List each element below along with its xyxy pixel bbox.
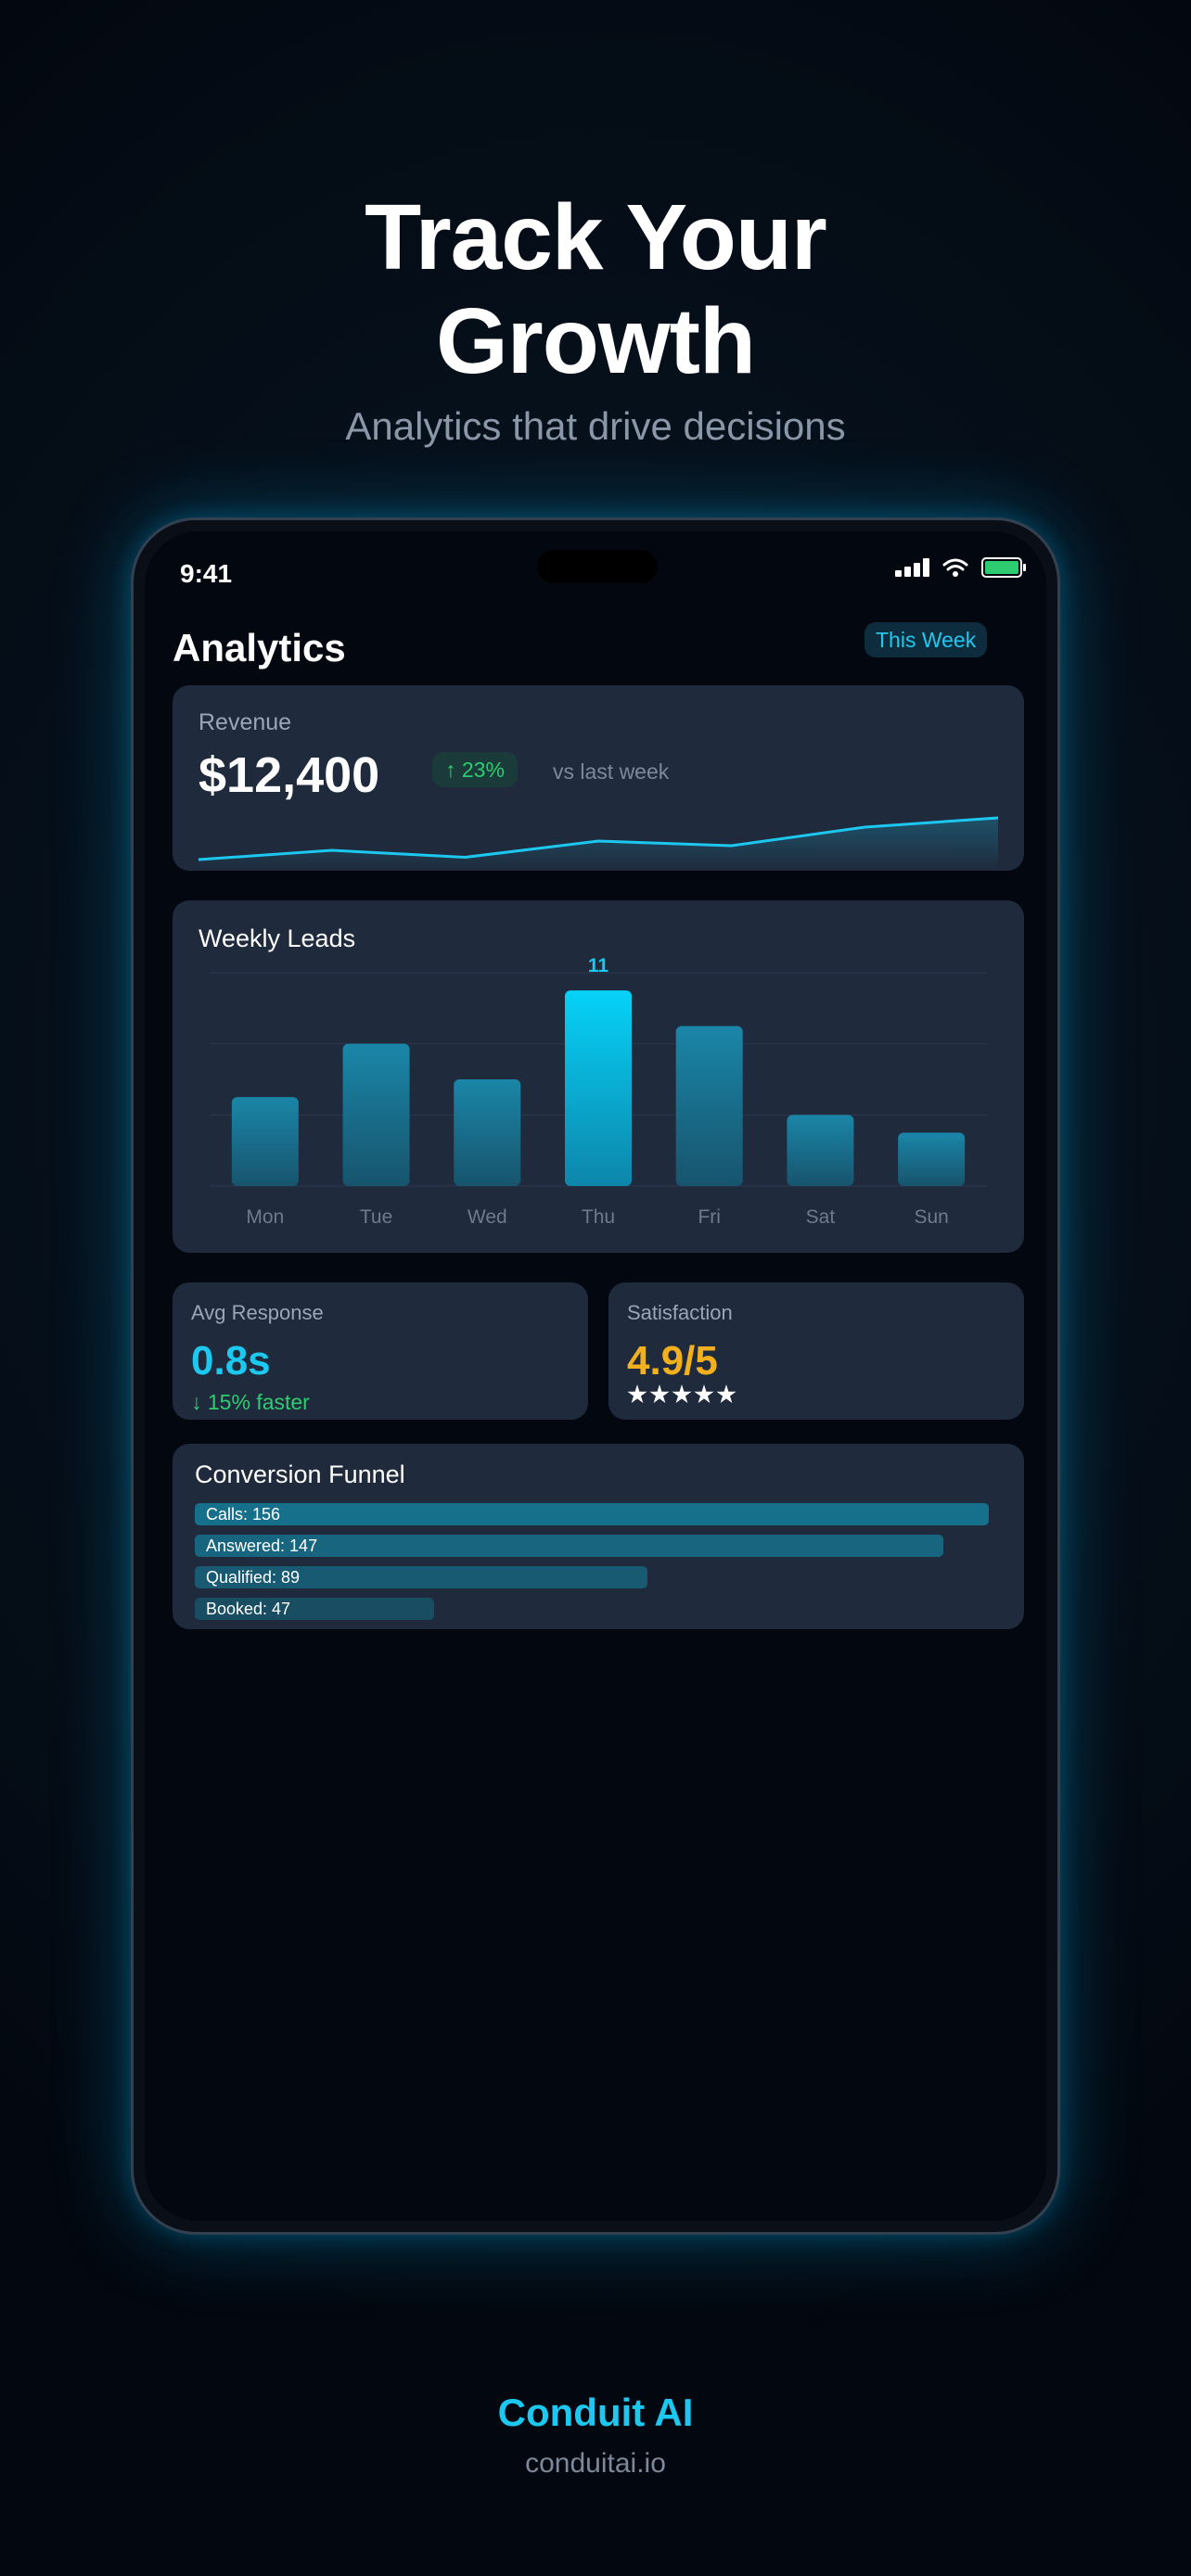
x-tick-label: Thu	[582, 1206, 615, 1228]
x-tick-label: Fri	[698, 1206, 721, 1228]
bar-fri[interactable]	[675, 1026, 743, 1187]
star-icon	[694, 1384, 714, 1404]
conversion-funnel-card[interactable]: Conversion Funnel Calls: 156 Answered: 14…	[173, 1444, 1024, 1629]
bar-tue[interactable]	[342, 1043, 410, 1186]
avg-response-card[interactable]: Avg Response 0.8s ↓ 15% faster	[173, 1282, 588, 1420]
funnel-stage-bar[interactable]: Answered: 147	[195, 1535, 943, 1557]
revenue-change-badge: ↑ 23%	[432, 752, 518, 787]
highlight-value-label: 11	[587, 955, 609, 977]
bar-sun[interactable]	[898, 1132, 966, 1187]
date-range-selector[interactable]: This Week	[864, 622, 988, 657]
dynamic-island	[537, 550, 658, 583]
satisfaction-card[interactable]: Satisfaction 4.9/5	[608, 1282, 1024, 1420]
hero-title: Track Your Growth	[0, 185, 1191, 393]
revenue-label: Revenue	[198, 709, 292, 735]
weekly-leads-card[interactable]: Weekly Leads Mon Tue Wed Thu Fri Sat Sun 11	[173, 900, 1024, 1253]
bar-sat[interactable]	[787, 1115, 854, 1186]
conversion-funnel-title: Conversion Funnel	[195, 1460, 405, 1488]
sparkline-area	[198, 818, 998, 871]
revenue-sparkline	[198, 816, 999, 871]
x-tick-label: Sun	[914, 1206, 948, 1228]
funnel-stage-bar[interactable]: Calls: 156	[195, 1503, 989, 1525]
phone-screen: 9:41 Analytics This Week Revenue $12,400…	[145, 531, 1046, 2221]
avg-response-label: Avg Response	[191, 1301, 324, 1324]
sparkline-line	[198, 816, 999, 861]
revenue-value: $12,400	[198, 747, 380, 803]
star-icon	[649, 1384, 670, 1404]
status-time: 9:41	[180, 559, 233, 588]
revenue-card[interactable]: Revenue $12,400 ↑ 23% vs last week	[173, 685, 1024, 871]
signal-icon	[895, 558, 929, 577]
hero-title-line2: Growth	[436, 289, 756, 393]
funnel-stage-bar[interactable]: Booked: 47	[195, 1598, 434, 1620]
revenue-compare-text: vs last week	[553, 759, 670, 784]
page-title: Analytics	[173, 626, 346, 670]
avg-response-change: ↓ 15% faster	[191, 1390, 310, 1414]
star-icon	[627, 1384, 647, 1404]
bar-thu[interactable]	[565, 990, 632, 1186]
funnel-stage-bar[interactable]: Qualified: 89	[195, 1566, 647, 1588]
star-icon	[716, 1384, 736, 1404]
hero-subtitle: Analytics that drive decisions	[345, 404, 846, 448]
x-tick-label: Mon	[246, 1206, 284, 1228]
status-icons	[895, 557, 1026, 578]
star-icon	[672, 1384, 692, 1404]
satisfaction-value: 4.9/5	[627, 1338, 718, 1384]
avg-response-value: 0.8s	[191, 1338, 271, 1384]
battery-level	[985, 561, 1018, 574]
hero-title-line1: Track Your	[365, 185, 827, 289]
x-tick-label: Tue	[360, 1206, 392, 1228]
star-rating	[627, 1384, 736, 1405]
battery-icon	[981, 557, 1026, 578]
brand-name: Conduit AI	[497, 2391, 694, 2434]
satisfaction-label: Satisfaction	[627, 1301, 733, 1324]
phone-frame: 9:41 Analytics This Week Revenue $12,400…	[131, 517, 1060, 2235]
brand-url[interactable]: conduitai.io	[525, 2448, 666, 2479]
weekly-leads-title: Weekly Leads	[198, 925, 356, 952]
weekly-leads-chart: Mon Tue Wed Thu Fri Sat Sun	[210, 972, 987, 1228]
x-tick-label: Sat	[806, 1206, 836, 1228]
bar-wed[interactable]	[454, 1079, 521, 1186]
wifi-icon	[942, 558, 968, 577]
bar-mon[interactable]	[231, 1097, 299, 1186]
x-tick-label: Wed	[467, 1206, 507, 1228]
